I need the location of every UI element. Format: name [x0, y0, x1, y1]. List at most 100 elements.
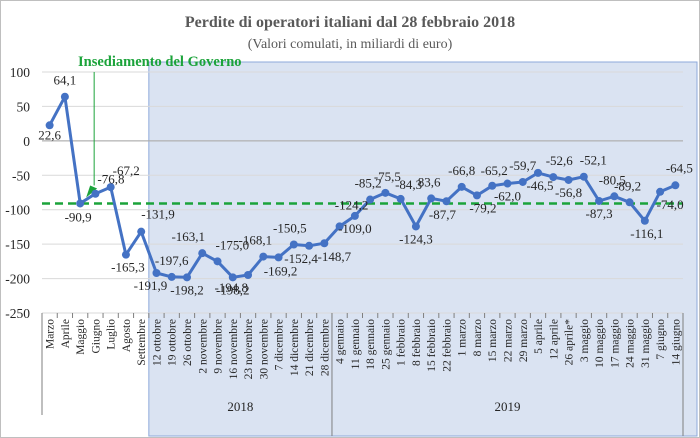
axes [41, 140, 684, 436]
data-point-24 [411, 222, 420, 231]
x-tick-label: Giugno [90, 319, 102, 354]
data-label: -163,1 [171, 229, 205, 244]
y-tick-label: -50 [12, 168, 30, 183]
data-point-17 [305, 241, 314, 250]
data-point-26 [442, 197, 451, 206]
data-label: -109,0 [338, 221, 372, 236]
x-tick-label: 16 novembre [228, 319, 240, 379]
data-point-9 [182, 273, 191, 282]
data-label: 64,1 [54, 73, 77, 88]
x-tick-label: 22 marzo [502, 319, 514, 362]
x-tick-label: 3 maggio [579, 319, 591, 362]
x-tick-label: 9 novembre [213, 319, 225, 374]
data-label: 22,6 [38, 127, 61, 142]
data-point-28 [472, 191, 481, 200]
data-point-11 [213, 257, 222, 266]
x-tick-label: 30 novembre [258, 319, 270, 379]
x-tick-label: 8 marzo [472, 319, 484, 357]
chart-title: Perdite di operatori italiani dal 28 feb… [185, 14, 515, 31]
data-point-15 [274, 253, 283, 262]
data-point-29 [488, 181, 497, 190]
data-point-21 [366, 195, 375, 204]
data-label: -198,2 [216, 282, 250, 297]
series-line [45, 92, 680, 282]
data-label: -148,7 [318, 249, 352, 264]
data-point-1 [60, 92, 69, 101]
data-point-19 [335, 222, 344, 231]
data-point-6 [137, 227, 146, 236]
x-tick-label: 26 ottobre [182, 319, 194, 366]
x-tick-label: 8 febbraio [411, 319, 423, 366]
data-label: -85,2 [355, 176, 382, 191]
x-tick-label: 12 ottobre [151, 319, 163, 366]
data-label: -89,2 [614, 178, 641, 193]
data-label: -87,7 [429, 207, 457, 222]
data-label: -194,8 [214, 280, 248, 295]
data-point-13 [244, 270, 253, 279]
x-tick-label: 25 gennaio [380, 319, 392, 370]
x-tick-label: 24 maggio [625, 319, 637, 368]
data-label: -52,6 [546, 153, 574, 168]
data-point-32 [534, 168, 543, 177]
data-label: -197,6 [155, 253, 189, 268]
x-tick-label: 18 gennaio [365, 319, 377, 370]
data-label: -75,5 [374, 169, 401, 184]
x-tick-label: 14 giugno [670, 319, 682, 366]
data-label: -87,3 [586, 206, 613, 221]
x-tick-labels: Marzo Aprile Maggio Giugno Luglio Agosto Sette… [45, 319, 683, 380]
data-point-16 [289, 240, 298, 249]
x-tick-label: 7 giugno [655, 319, 667, 360]
data-point-40 [656, 187, 665, 196]
data-label: -80,5 [599, 172, 626, 187]
data-label: -76,8 [97, 172, 124, 187]
year-group-label: 2018 [227, 399, 253, 414]
data-label: -90,9 [65, 209, 92, 224]
data-label: -191,9 [134, 278, 168, 293]
year-group-label: 2019 [494, 399, 520, 414]
data-label: -84,3 [395, 177, 422, 192]
x-tick-label: 28 dicembre [319, 319, 331, 376]
data-label: -131,9 [141, 207, 175, 222]
x-tick-label: Maggio [75, 319, 87, 355]
data-point-0 [45, 121, 54, 130]
data-label: -59,7 [509, 158, 537, 173]
data-labels: 22,6 64,1 -90,9 -76,8-67,2 -165,3 -131,9 -191,… [38, 73, 693, 298]
data-label: -124,2 [335, 197, 369, 212]
x-tick-label: 29 marzo [518, 319, 530, 362]
y-tick-label: 50 [17, 99, 31, 114]
y-tick-label: 0 [23, 134, 30, 149]
data-point-4 [106, 183, 115, 192]
data-point-12 [228, 273, 237, 282]
data-label: -165,3 [111, 260, 145, 275]
x-tick-label: 5 aprile [533, 319, 545, 354]
data-point-14 [259, 252, 268, 261]
data-label: -198,2 [170, 282, 204, 297]
x-tick-label: 23 novembre [243, 319, 255, 379]
data-label: -168,1 [239, 233, 273, 248]
data-point-3 [91, 189, 100, 198]
data-point-34 [564, 175, 573, 184]
x-tick-label: Luglio [106, 319, 118, 350]
data-point-31 [518, 177, 527, 186]
data-point-2 [76, 199, 85, 208]
data-point-20 [350, 211, 359, 220]
x-tick-label: Agosto [121, 319, 133, 352]
x-tick-label: 7 dicembre [274, 319, 286, 370]
x-tick-label: 1 marzo [457, 319, 469, 357]
data-point-10 [198, 249, 207, 258]
data-point-7 [152, 268, 161, 277]
x-tick-label: 11 gennaio [350, 319, 362, 370]
data-label: 83,6 [418, 174, 441, 189]
data-label: -74,0 [657, 197, 684, 212]
x-tick-label: Aprile [60, 319, 72, 348]
y-tick-label: -200 [5, 272, 30, 287]
x-tick-label: 14 dicembre [289, 319, 301, 376]
x-tick-label: 22 febbraio [441, 319, 453, 372]
x-tick-label: 2 novembre [197, 319, 209, 374]
y-tick-label: -100 [5, 203, 30, 218]
data-point-25 [427, 194, 436, 203]
shaded-region [148, 61, 698, 437]
data-point-35 [579, 172, 588, 181]
